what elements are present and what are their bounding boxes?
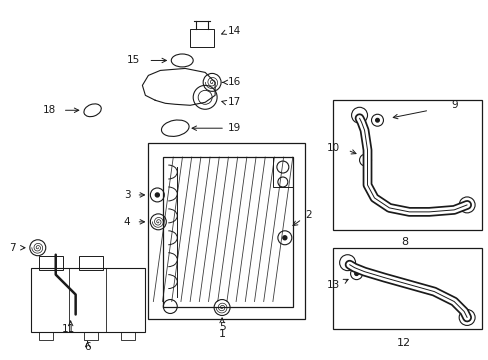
Text: 16: 16 [227,77,241,87]
Text: 19: 19 [227,123,241,133]
Text: 6: 6 [84,342,91,352]
Text: 18: 18 [42,105,56,115]
Bar [31,268,145,332]
Bar [39,332,53,340]
Text: 5: 5 [218,323,225,332]
Text: 10: 10 [326,143,339,153]
Text: 12: 12 [397,338,410,348]
Circle shape [354,272,358,275]
Text: 1: 1 [218,329,225,339]
Bar [332,248,481,329]
Bar [272,157,292,187]
Bar [190,28,214,46]
Text: 13: 13 [325,280,339,289]
Bar [148,143,304,319]
Text: 8: 8 [400,237,407,247]
Text: 11: 11 [62,324,75,334]
Circle shape [363,158,366,162]
Circle shape [375,118,379,122]
Bar [332,100,481,230]
Bar [79,256,102,270]
Text: 17: 17 [227,97,241,107]
Bar [39,256,62,270]
Circle shape [155,193,159,197]
Text: 4: 4 [123,217,130,227]
Bar [121,332,135,340]
Text: 15: 15 [127,55,140,66]
Text: 2: 2 [292,210,311,226]
Bar [163,157,292,306]
Bar [83,332,98,340]
Circle shape [282,236,286,240]
Text: 9: 9 [450,100,457,110]
Text: 3: 3 [123,190,130,200]
Text: 7: 7 [9,243,16,253]
Text: 14: 14 [227,26,241,36]
